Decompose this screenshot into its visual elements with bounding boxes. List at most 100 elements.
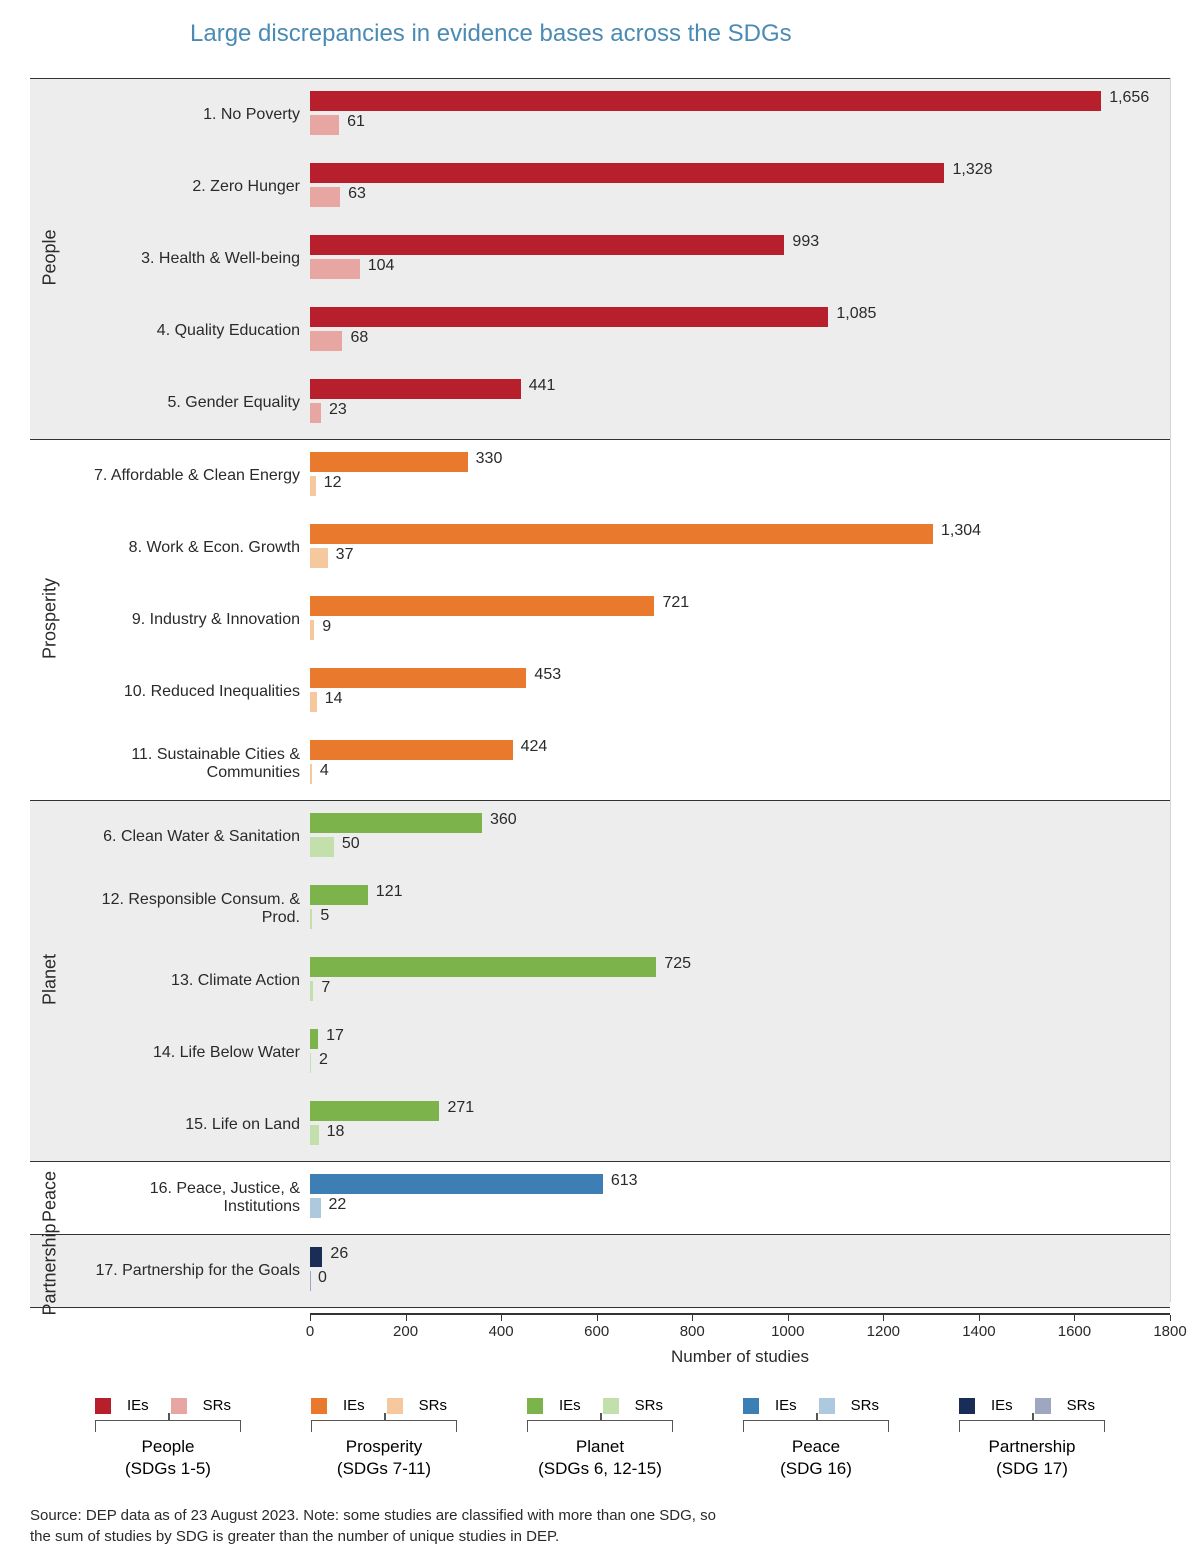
legend-group: IEsSRsPeace(SDG 16) bbox=[743, 1392, 889, 1480]
bar-value-ie: 1,656 bbox=[1109, 89, 1149, 107]
swatch-label-sr: SRs bbox=[203, 1397, 231, 1414]
bar-value-sr: 9 bbox=[322, 618, 331, 636]
bar-row: 6. Clean Water & Sanitation36050 bbox=[70, 801, 1170, 873]
bar-value-ie: 271 bbox=[447, 1099, 474, 1117]
bar-sr bbox=[310, 476, 316, 496]
category-label: 9. Industry & Innovation bbox=[70, 611, 310, 629]
legend-group: IEsSRsPartnership(SDG 17) bbox=[959, 1392, 1105, 1480]
bar-row: 12. Responsible Consum. & Prod. 121 5 bbox=[70, 873, 1170, 945]
tick-label: 1200 bbox=[867, 1323, 900, 1340]
bar-sr bbox=[310, 620, 314, 640]
bar-ie bbox=[310, 1101, 439, 1121]
bar-value-ie: 453 bbox=[534, 666, 561, 684]
x-axis: 020040060080010001200140016001800 bbox=[310, 1313, 1170, 1343]
tick-label: 400 bbox=[489, 1323, 514, 1340]
swatch-sr bbox=[171, 1398, 187, 1414]
bar-ie bbox=[310, 524, 933, 544]
bar-value-sr: 18 bbox=[327, 1123, 345, 1141]
swatch-label-ie: IEs bbox=[559, 1397, 581, 1414]
category-label: 5. Gender Equality bbox=[70, 394, 310, 412]
tick-label: 1600 bbox=[1058, 1323, 1091, 1340]
swatch-sr bbox=[603, 1398, 619, 1414]
group-label: People bbox=[40, 198, 61, 318]
swatch-label-sr: SRs bbox=[635, 1397, 663, 1414]
group-prosperity: Prosperity 7. Affordable & Clean Energy33… bbox=[30, 439, 1170, 800]
bar-value-ie: 360 bbox=[490, 811, 517, 829]
bar-row: 8. Work & Econ. Growth1,30437 bbox=[70, 512, 1170, 584]
swatch-ie bbox=[311, 1398, 327, 1414]
category-label: 8. Work & Econ. Growth bbox=[70, 539, 310, 557]
bar-ie bbox=[310, 957, 656, 977]
bar-ie bbox=[310, 1174, 603, 1194]
bar-sr bbox=[310, 1053, 311, 1073]
bar-row: 10. Reduced Inequalities45314 bbox=[70, 656, 1170, 728]
bar-value-sr: 63 bbox=[348, 185, 366, 203]
bar-value-ie: 1,328 bbox=[952, 161, 992, 179]
bar-ie bbox=[310, 813, 482, 833]
group-planet: Planet6. Clean Water & Sanitation3605012… bbox=[30, 800, 1170, 1161]
bar-sr bbox=[310, 1125, 319, 1145]
bar-value-ie: 1,085 bbox=[836, 305, 876, 323]
tick-label: 1800 bbox=[1153, 1323, 1186, 1340]
bar-sr bbox=[310, 981, 313, 1001]
chart-area: People1. No Poverty1,656612. Zero Hunger… bbox=[30, 78, 1170, 1308]
category-label: 12. Responsible Consum. & Prod. bbox=[70, 891, 310, 927]
bar-sr bbox=[310, 764, 312, 784]
swatch-sr bbox=[819, 1398, 835, 1414]
swatch-ie bbox=[743, 1398, 759, 1414]
bar-value-sr: 61 bbox=[347, 113, 365, 131]
bar-ie bbox=[310, 1247, 322, 1267]
swatch-label-sr: SRs bbox=[851, 1397, 879, 1414]
legend: IEs SRs People(SDGs 1-5) IEs SRs Prosperity(S… bbox=[30, 1392, 1170, 1480]
swatch-label-ie: IEs bbox=[775, 1397, 797, 1414]
category-label: 15. Life on Land bbox=[70, 1116, 310, 1134]
bar-row: 4. Quality Education1,08568 bbox=[70, 295, 1170, 367]
bar-value-sr: 104 bbox=[368, 257, 395, 275]
category-label: 1. No Poverty bbox=[70, 106, 310, 124]
bar-row: 9. Industry & Innovation 721 9 bbox=[70, 584, 1170, 656]
legend-group: IEs SRs People(SDGs 1-5) bbox=[95, 1392, 241, 1480]
category-label: 4. Quality Education bbox=[70, 322, 310, 340]
group-peace: Peace16. Peace, Justice, & Institutions6… bbox=[30, 1161, 1170, 1234]
bar-ie bbox=[310, 885, 368, 905]
group-label: Prosperity bbox=[40, 559, 61, 679]
swatch-ie bbox=[527, 1398, 543, 1414]
legend-name: People(SDGs 1-5) bbox=[95, 1436, 241, 1480]
bar-sr bbox=[310, 909, 312, 929]
bar-value-sr: 5 bbox=[320, 907, 329, 925]
bar-row: 11. Sustainable Cities & Communities4244 bbox=[70, 728, 1170, 800]
bar-ie bbox=[310, 163, 944, 183]
bar-value-ie: 993 bbox=[792, 233, 819, 251]
bar-ie bbox=[310, 91, 1101, 111]
bar-row: 1. No Poverty 1,656 61 bbox=[70, 79, 1170, 151]
bar-row: 14. Life Below Water172 bbox=[70, 1017, 1170, 1089]
legend-name: Partnership(SDG 17) bbox=[959, 1436, 1105, 1480]
swatch-sr bbox=[1035, 1398, 1051, 1414]
swatch-label-sr: SRs bbox=[419, 1397, 447, 1414]
bar-sr bbox=[310, 1271, 311, 1291]
legend-group: IEsSRsPlanet(SDGs 6, 12-15) bbox=[527, 1392, 673, 1480]
bar-ie bbox=[310, 452, 468, 472]
group-label: Partnership bbox=[40, 1210, 61, 1330]
bar-value-sr: 0 bbox=[318, 1269, 327, 1287]
bar-row: 7. Affordable & Clean Energy33012 bbox=[70, 440, 1170, 512]
bar-row: 16. Peace, Justice, & Institutions61322 bbox=[70, 1162, 1170, 1234]
bar-value-sr: 4 bbox=[320, 762, 329, 780]
swatch-label-ie: IEs bbox=[127, 1397, 149, 1414]
category-label: 6. Clean Water & Sanitation bbox=[70, 828, 310, 846]
bar-ie bbox=[310, 379, 521, 399]
category-label: 7. Affordable & Clean Energy bbox=[70, 467, 310, 485]
bar-sr bbox=[310, 548, 328, 568]
bar-value-ie: 26 bbox=[330, 1245, 348, 1263]
category-label: 13. Climate Action bbox=[70, 972, 310, 990]
bar-value-ie: 721 bbox=[662, 594, 689, 612]
tick-label: 200 bbox=[393, 1323, 418, 1340]
bar-sr bbox=[310, 331, 342, 351]
swatch-label-sr: SRs bbox=[1067, 1397, 1095, 1414]
x-axis-label: Number of studies bbox=[310, 1347, 1170, 1367]
legend-name: Prosperity(SDGs 7-11) bbox=[311, 1436, 457, 1480]
bar-value-ie: 121 bbox=[376, 883, 403, 901]
bar-sr bbox=[310, 837, 334, 857]
bar-value-sr: 2 bbox=[319, 1051, 328, 1069]
bar-value-ie: 17 bbox=[326, 1027, 344, 1045]
